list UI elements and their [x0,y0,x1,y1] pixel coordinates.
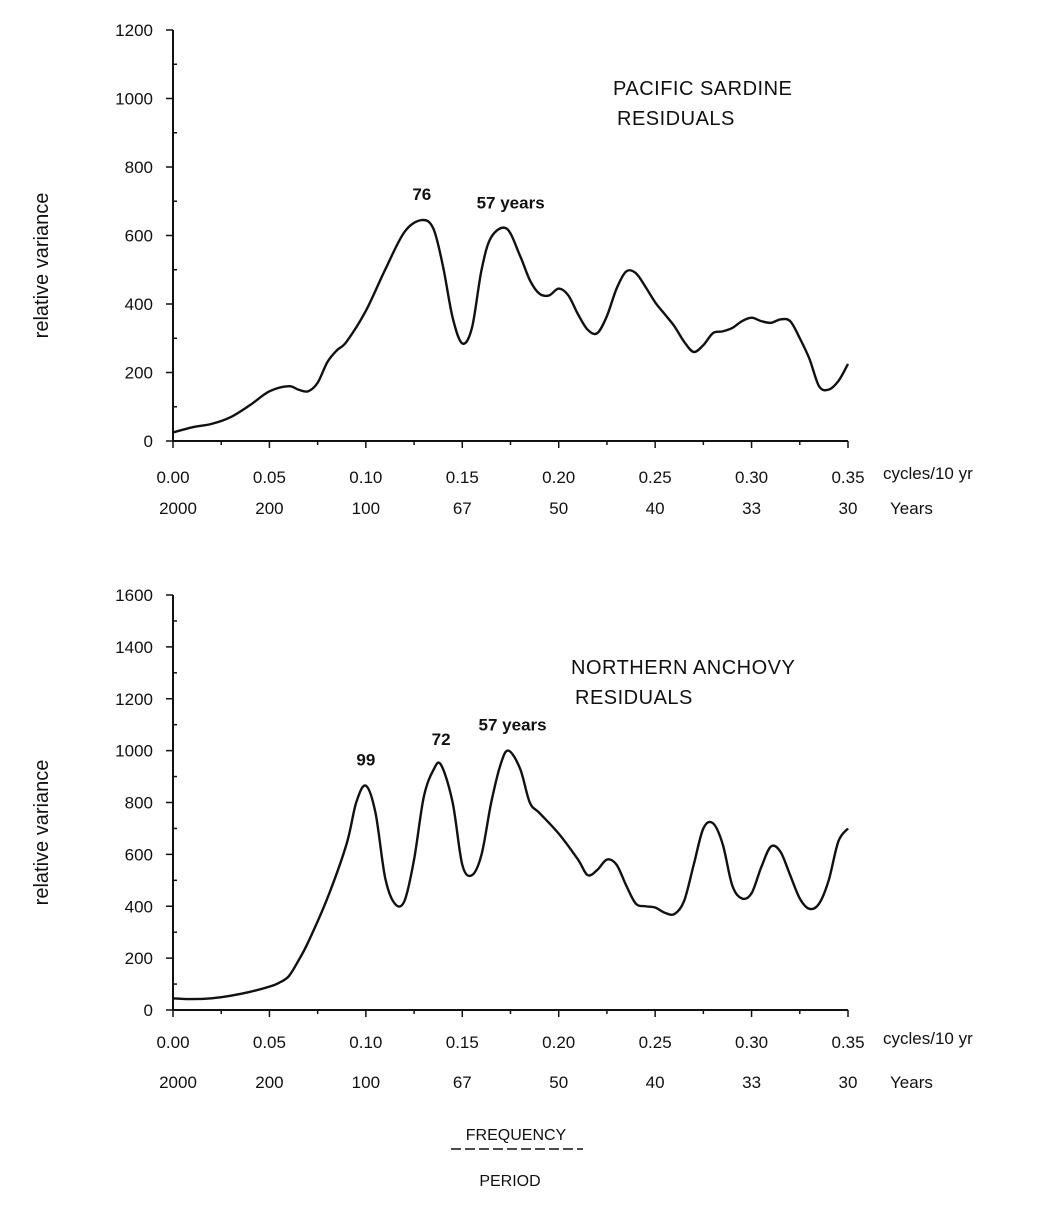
x-unit-label: cycles/10 yr [883,1029,973,1048]
period-tick-label: 200 [255,1073,283,1092]
chart-panel-2: 0 200 400 600 800 1000 1200 1400 1600 0.00 0.05 0.1… [31,586,973,1092]
peak-annotation: 72 [432,730,451,749]
chart-title: NORTHERN ANCHOVY [571,657,795,679]
y-axis-title: relative variance [31,760,53,906]
y-tick-label: 800 [125,794,153,813]
x-tick-label: 0.20 [542,1033,575,1052]
y-tick-label: 400 [125,295,153,314]
x-tick-label: 0.25 [639,1033,672,1052]
y-tick-label: 200 [125,949,153,968]
y-tick-label: 1400 [115,638,153,657]
x-tick-label: 0.25 [639,468,672,487]
period-tick-label: 100 [352,1073,380,1092]
period-tick-label: 2000 [159,499,197,518]
chart-subtitle: RESIDUALS [575,687,693,709]
y-tick-label: 400 [125,897,153,916]
y-tick-label: 600 [125,845,153,864]
chart-panel-1: 0 200 400 600 800 1000 1200 0.00 0.05 0.10 0.15 0.2… [31,21,973,518]
period-tick-label: 2000 [159,1073,197,1092]
spectrum-line-1 [172,218,850,434]
y-tick-label: 600 [125,227,153,246]
period-unit-label: Years [890,499,933,518]
period-tick-label: 50 [549,1073,568,1092]
period-tick-label: 100 [352,499,380,518]
y-tick-label: 800 [125,158,153,177]
x-tick-label: 0.10 [349,468,382,487]
y-axis-title: relative variance [31,193,53,339]
period-tick-label: 33 [742,499,761,518]
x-tick-label: 0.20 [542,468,575,487]
spectrum-line-1 [172,749,849,1001]
x-tick-label: 0.00 [156,468,189,487]
period-tick-label: 50 [549,499,568,518]
y-tick-label: 1000 [115,742,153,761]
period-tick-label: 30 [839,499,858,518]
peak-annotation: 76 [412,185,431,204]
period-tick-label: 40 [646,1073,665,1092]
x-tick-label: 0.35 [831,1033,864,1052]
peak-annotation: 57 years [479,716,547,735]
period-tick-label: 67 [453,499,472,518]
period-unit-label: Years [890,1073,933,1092]
x-tick-label: 0.00 [156,1033,189,1052]
x-tick-label: 0.10 [349,1033,382,1052]
chart-subtitle: RESIDUALS [617,108,735,130]
period-tick-label: 40 [646,499,665,518]
x-tick-label: 0.35 [831,468,864,487]
x-tick-label: 0.30 [735,1033,768,1052]
peak-annotation: 99 [356,751,375,770]
frequency-label: FREQUENCY [466,1127,567,1144]
y-tick-label: 0 [144,432,153,451]
x-unit-label: cycles/10 yr [883,464,973,483]
x-tick-label: 0.15 [446,1033,479,1052]
y-tick-label: 0 [144,1001,153,1020]
x-tick-label: 0.30 [735,468,768,487]
x-tick-label: 0.05 [253,1033,286,1052]
chart-title: PACIFIC SARDINE [613,78,792,100]
peak-annotation: 57 years [477,194,545,213]
x-tick-label: 0.05 [253,468,286,487]
period-tick-label: 200 [255,499,283,518]
period-tick-label: 33 [742,1073,761,1092]
y-tick-label: 1200 [115,690,153,709]
y-tick-label: 1000 [115,90,153,109]
y-tick-label: 1200 [115,21,153,40]
x-tick-label: 0.15 [446,468,479,487]
period-tick-label: 30 [839,1073,858,1092]
period-label: PERIOD [479,1173,540,1190]
y-tick-label: 200 [125,364,153,383]
period-tick-label: 67 [453,1073,472,1092]
y-tick-label: 1600 [115,586,153,605]
